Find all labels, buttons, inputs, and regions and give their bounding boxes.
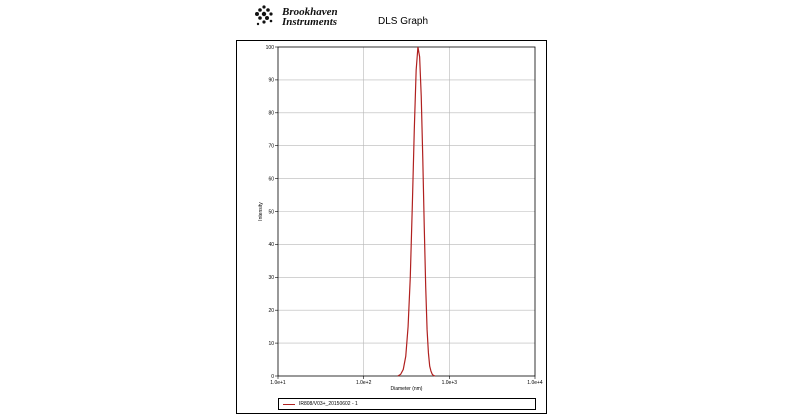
y-tick-label: 10 [268, 341, 274, 347]
brookhaven-logo: Brookhaven Instruments [254, 4, 364, 32]
y-tick-label: 20 [268, 308, 274, 314]
x-tick-label: 1.0e+3 [442, 380, 458, 386]
y-tick-label: 80 [268, 111, 274, 117]
x-tick-label: 1.0e+2 [356, 380, 372, 386]
x-ticks: 1.0e+1 1.0e+2 1.0e+3 1.0e+4 [270, 376, 543, 386]
y-tick-label: 100 [266, 45, 275, 51]
page-title: DLS Graph [378, 16, 429, 27]
logo-text: Brookhaven Instruments [282, 6, 338, 28]
y-tick-label: 90 [268, 78, 274, 84]
y-tick-label: 70 [268, 144, 274, 150]
x-tick-label: 1.0e+1 [270, 380, 286, 386]
series-line [397, 46, 436, 377]
logo-line-1: Brookhaven [282, 6, 338, 18]
logo-line-2: Instruments [282, 16, 338, 28]
chart-frame [236, 40, 547, 414]
y-axis-label: Intensity [258, 202, 264, 221]
logo-dots-icon [255, 5, 273, 26]
y-tick-label: 0 [271, 374, 274, 380]
y-tick-label: 60 [268, 176, 274, 182]
y-tick-label: 30 [268, 275, 274, 281]
chart-legend: IR808/V03+_20150602 - 1 [278, 398, 536, 410]
chart-grid [278, 47, 535, 376]
y-ticks: 0 10 20 30 40 50 60 70 80 90 100 [266, 45, 278, 380]
x-axis-label: Diameter (nm) [391, 386, 423, 392]
legend-line-swatch [283, 404, 295, 405]
x-tick-label: 1.0e+4 [527, 380, 543, 386]
y-tick-label: 50 [268, 209, 274, 215]
y-tick-label: 40 [268, 242, 274, 248]
legend-label: IR808/V03+_20150602 - 1 [299, 401, 358, 407]
